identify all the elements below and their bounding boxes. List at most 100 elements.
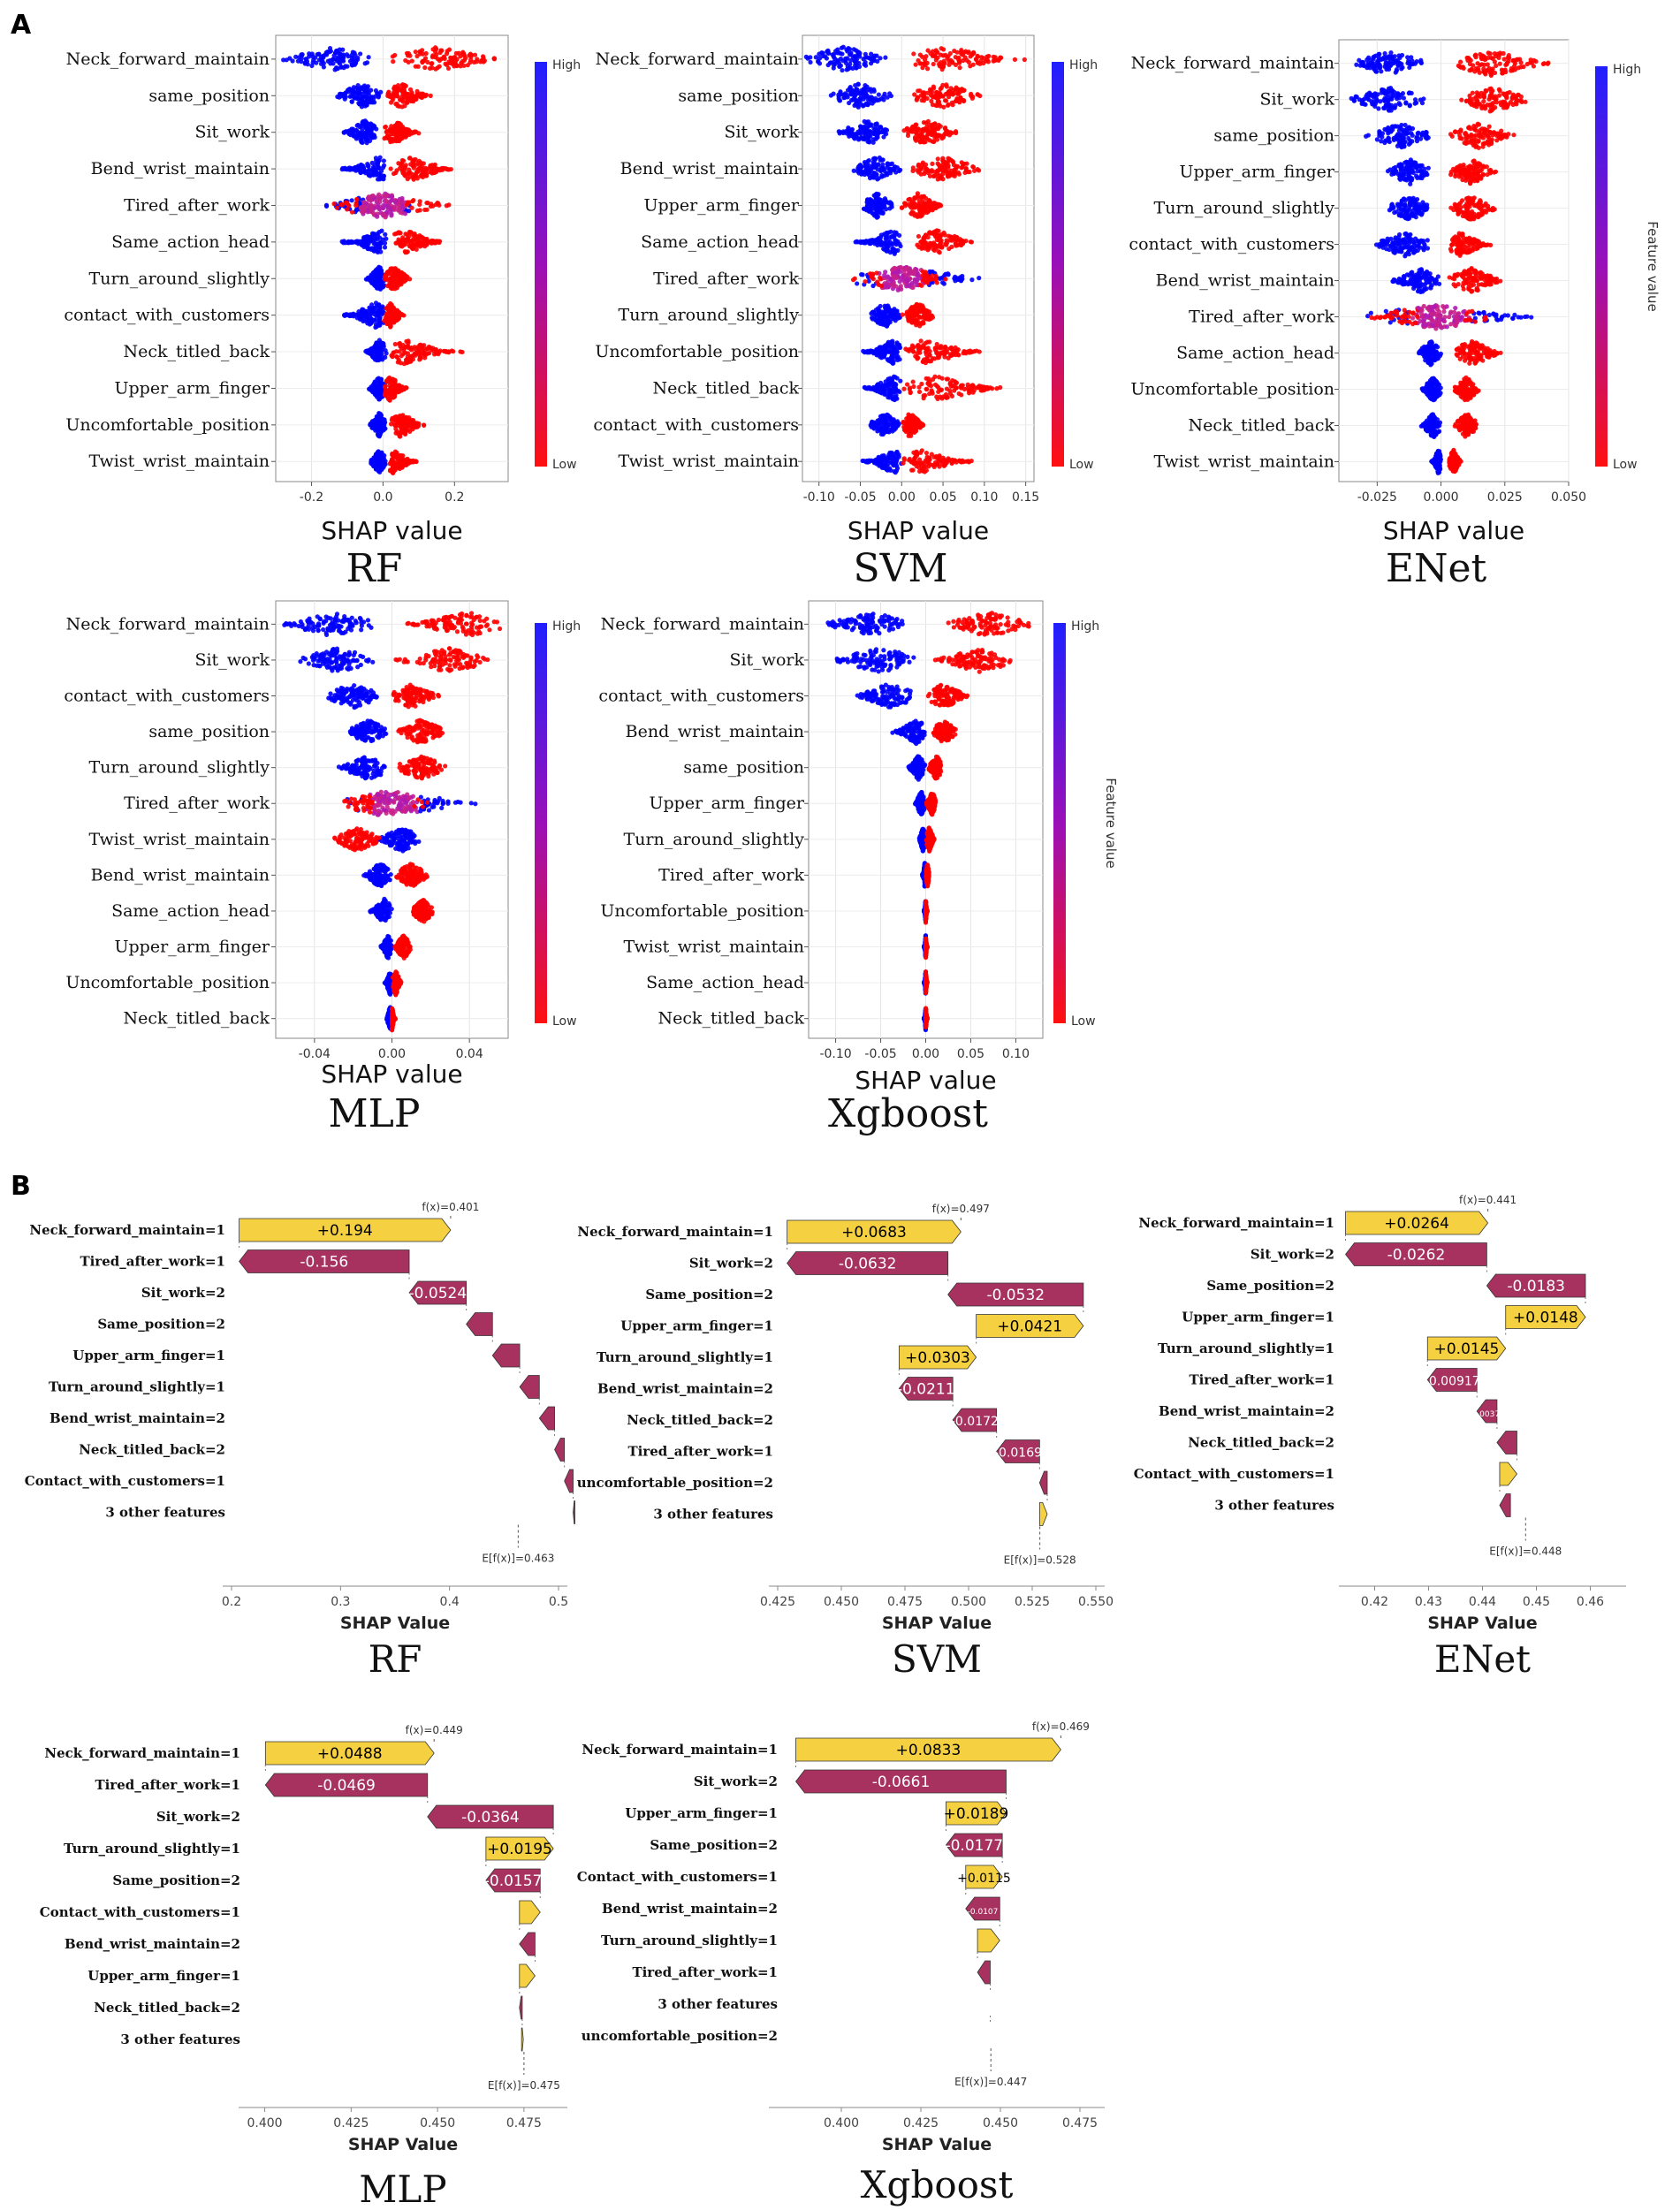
shap-point	[382, 274, 387, 279]
shap-point	[369, 274, 374, 279]
shap-point	[903, 346, 908, 352]
shap-point	[397, 276, 403, 281]
panel-label-b: B	[11, 1171, 31, 1202]
shap-point	[365, 237, 370, 242]
shap-point	[403, 91, 408, 96]
shap-point	[960, 52, 966, 57]
shap-point	[371, 133, 376, 138]
shap-point	[384, 198, 389, 204]
shap-point	[388, 100, 394, 105]
shap-point	[884, 232, 890, 237]
shap-point	[374, 248, 379, 254]
shap-point	[871, 162, 877, 167]
shap-point	[924, 356, 930, 361]
shap-point	[925, 170, 931, 176]
shap-point	[808, 55, 813, 60]
shap-point	[942, 354, 947, 360]
shap-point	[427, 165, 432, 171]
shap-point	[376, 323, 382, 328]
shap-point	[887, 319, 893, 325]
shap-point	[404, 100, 410, 105]
shap-point	[934, 93, 939, 98]
shap-point	[915, 195, 920, 201]
shap-point	[959, 48, 964, 53]
shap-point	[373, 172, 378, 178]
shap-point	[919, 213, 924, 218]
shap-point	[406, 338, 411, 344]
shap-point	[916, 57, 921, 64]
feature-label: same_position	[678, 86, 799, 105]
shap-point	[816, 59, 821, 65]
shap-point	[919, 243, 924, 248]
shap-point	[883, 55, 888, 60]
shap-point	[375, 214, 380, 219]
shap-point	[953, 129, 959, 134]
shap-point	[376, 284, 381, 289]
colorbar	[535, 62, 547, 467]
shap-point	[331, 61, 336, 66]
shap-point	[914, 97, 919, 103]
shap-point	[398, 461, 403, 467]
shap-point	[940, 177, 946, 182]
shap-point	[413, 64, 418, 69]
shap-point	[403, 95, 409, 101]
shap-point	[953, 348, 958, 353]
shap-point	[855, 169, 861, 174]
shap-point	[918, 171, 924, 177]
shap-point	[360, 121, 365, 126]
shap-point	[448, 55, 453, 60]
colorbar-low-label: Low	[552, 458, 577, 472]
shap-point	[411, 165, 417, 171]
shap-point	[394, 269, 399, 274]
shap-point	[911, 305, 916, 310]
shap-point	[901, 386, 907, 391]
shap-point	[966, 349, 971, 354]
shap-point	[372, 455, 377, 460]
shap-point	[357, 312, 362, 317]
shap-point	[856, 164, 862, 170]
shap-point	[871, 156, 878, 161]
shap-point	[934, 280, 939, 285]
shap-point	[349, 198, 354, 203]
shap-point	[399, 157, 405, 163]
shap-point	[347, 133, 353, 138]
shap-point	[837, 131, 842, 136]
shap-point	[936, 375, 942, 380]
shap-point	[358, 162, 364, 168]
shap-point	[933, 48, 939, 53]
shap-point	[915, 191, 921, 196]
shap-point	[325, 49, 331, 55]
shap-point	[948, 86, 954, 91]
shap-point	[891, 383, 896, 389]
shap-point	[917, 350, 923, 355]
chart-title: RF	[346, 546, 403, 591]
feature-label: Twist_wrist_maintain	[89, 452, 270, 471]
shap-point	[409, 58, 414, 64]
shap-point	[923, 279, 928, 285]
shap-point	[940, 156, 946, 161]
shap-point	[930, 277, 935, 282]
shap-point	[916, 233, 922, 239]
shap-point	[388, 395, 393, 400]
shap-point	[410, 246, 415, 252]
shap-point	[387, 383, 392, 388]
shap-point	[406, 59, 411, 65]
shap-point	[346, 54, 351, 59]
shap-point	[975, 60, 980, 65]
shap-point	[343, 312, 348, 318]
shap-point	[310, 60, 315, 65]
shap-point	[865, 239, 870, 244]
shap-point	[471, 59, 477, 65]
shap-point	[438, 48, 444, 53]
shap-point	[915, 168, 920, 173]
shap-point	[894, 341, 901, 347]
shap-point	[441, 54, 447, 59]
shap-point	[848, 84, 853, 90]
shap-point	[942, 61, 947, 66]
shap-point	[408, 230, 414, 235]
shap-point	[372, 279, 377, 285]
shap-point	[475, 57, 480, 62]
shap-point	[878, 239, 883, 246]
shap-point	[908, 268, 913, 273]
